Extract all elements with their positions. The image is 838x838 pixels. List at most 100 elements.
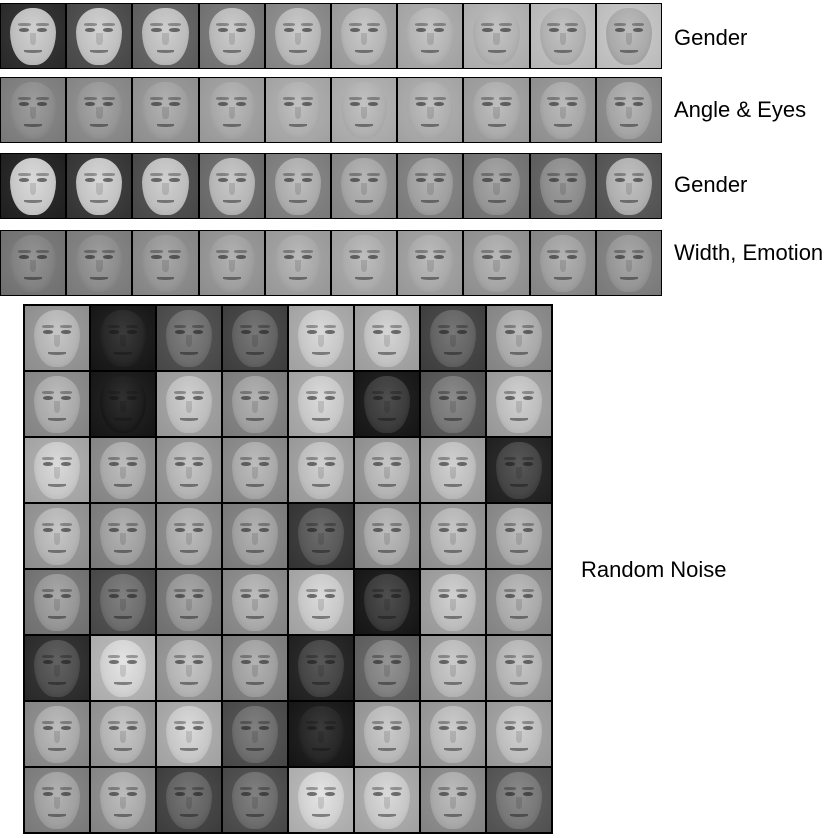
strip-4-label: Width, Emotion [674,240,824,265]
face-image [487,570,551,634]
face-image [355,636,419,700]
face-image [91,636,155,700]
face-image [332,154,397,218]
face-image [398,78,463,142]
face-image [289,702,353,766]
face-image [464,154,529,218]
face-image [67,231,132,295]
face-image [157,504,221,568]
face-image [421,438,485,502]
face-image [398,231,463,295]
face-image [421,636,485,700]
face-image [487,504,551,568]
face-image [289,306,353,370]
face-image [421,306,485,370]
face-image [265,78,331,142]
face-image [596,4,662,68]
strip-1-label: Gender [674,25,748,50]
face-image [199,231,264,295]
face-image [199,78,264,142]
strip-2 [0,77,662,143]
face-image [464,4,529,68]
face-image [223,306,287,370]
face-image [157,768,221,832]
face-image [223,636,287,700]
face-image [265,231,331,295]
face-image [487,306,551,370]
face-image [596,154,662,218]
face-image [332,4,397,68]
face-image [464,231,529,295]
face-image [355,702,419,766]
face-image [157,372,221,436]
face-image [289,636,353,700]
random-noise-label: Random Noise [581,557,727,582]
strip-2-label: Angle & Eyes [674,97,807,122]
face-image [421,768,485,832]
face-image [25,306,89,370]
face-image [25,438,89,502]
face-image [25,702,89,766]
face-image [91,504,155,568]
face-image [332,231,397,295]
face-image [223,372,287,436]
face-image [464,78,529,142]
face-image [91,768,155,832]
strip-1 [0,3,662,69]
face-image [133,231,198,295]
face-image [25,768,89,832]
face-image [199,154,264,218]
face-image [91,702,155,766]
face-image [223,438,287,502]
random-noise-grid [23,304,553,834]
face-image [355,570,419,634]
face-image [133,154,198,218]
face-image [265,154,331,218]
face-image [530,154,595,218]
face-image [398,4,463,68]
strip-3-label: Gender [674,172,748,197]
face-image [25,504,89,568]
face-image [487,702,551,766]
face-image [487,768,551,832]
face-image [487,636,551,700]
face-image [530,231,595,295]
face-image [25,570,89,634]
face-image [487,438,551,502]
face-image [67,4,132,68]
face-image [355,372,419,436]
face-image [157,570,221,634]
face-image [421,372,485,436]
face-image [223,504,287,568]
face-image [67,78,132,142]
face-image [133,78,198,142]
face-image [133,4,198,68]
face-image [355,504,419,568]
face-image [289,768,353,832]
face-image [157,636,221,700]
face-image [25,636,89,700]
face-image [487,372,551,436]
face-image [289,504,353,568]
face-image [91,438,155,502]
face-image [67,154,132,218]
face-image [157,702,221,766]
face-image [530,78,595,142]
face-image [530,4,595,68]
face-image [355,438,419,502]
face-image [355,306,419,370]
face-image [1,4,66,68]
face-image [265,4,331,68]
face-image [596,78,662,142]
face-image [223,570,287,634]
face-image [157,438,221,502]
face-image [91,570,155,634]
face-image [421,504,485,568]
face-image [421,702,485,766]
face-image [223,702,287,766]
face-image [332,78,397,142]
face-image [1,154,66,218]
face-image [398,154,463,218]
face-image [1,231,66,295]
strip-3 [0,153,662,219]
